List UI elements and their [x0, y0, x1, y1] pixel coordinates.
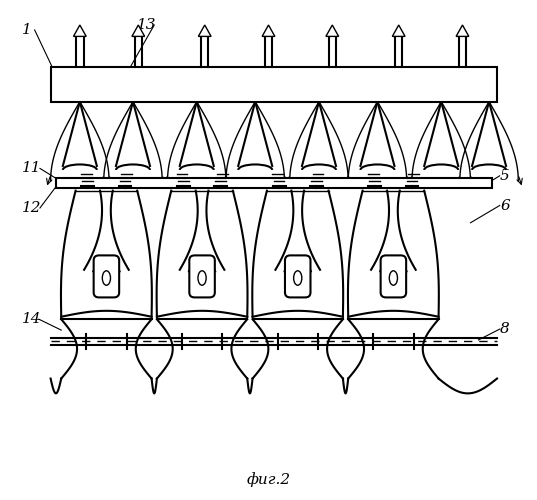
FancyBboxPatch shape: [93, 256, 119, 298]
Ellipse shape: [198, 271, 206, 285]
Bar: [56, 178, 492, 188]
Ellipse shape: [294, 271, 302, 285]
FancyBboxPatch shape: [381, 256, 406, 298]
Polygon shape: [132, 25, 144, 36]
Text: 6: 6: [500, 198, 510, 212]
Text: 8: 8: [500, 322, 510, 336]
Text: 14: 14: [22, 312, 42, 326]
Ellipse shape: [389, 271, 397, 285]
Bar: [50, 67, 497, 102]
Polygon shape: [198, 25, 211, 36]
Text: 13: 13: [136, 18, 156, 32]
Polygon shape: [74, 25, 86, 36]
Polygon shape: [262, 25, 275, 36]
FancyBboxPatch shape: [190, 256, 215, 298]
Text: фиг.2: фиг.2: [246, 472, 291, 488]
FancyBboxPatch shape: [285, 256, 310, 298]
Polygon shape: [456, 25, 469, 36]
Text: 11: 11: [22, 162, 42, 175]
Ellipse shape: [103, 271, 111, 285]
Text: 12: 12: [22, 201, 42, 215]
Polygon shape: [326, 25, 339, 36]
Polygon shape: [393, 25, 405, 36]
Text: 1: 1: [22, 23, 32, 37]
Text: 5: 5: [500, 169, 510, 183]
